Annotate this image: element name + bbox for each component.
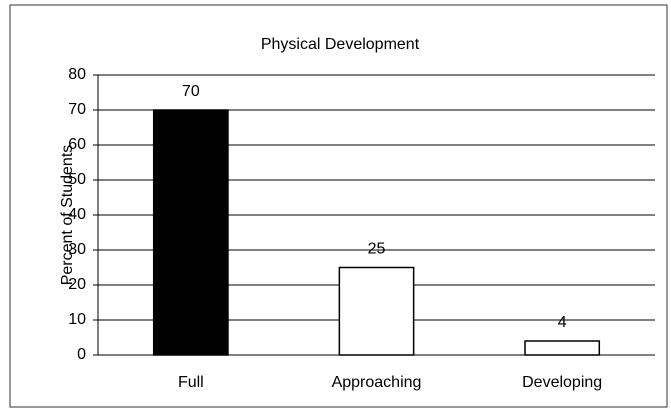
y-tick-label: 80 — [68, 66, 86, 83]
data-label: 70 — [182, 83, 200, 100]
y-tick-label: 10 — [68, 311, 86, 328]
x-tick-label: Developing — [522, 374, 602, 391]
y-tick-label: 60 — [68, 136, 86, 153]
y-tick-label: 30 — [68, 241, 86, 258]
chart-title: Physical Development — [261, 36, 420, 53]
bar — [152, 109, 229, 356]
y-tick-label: 70 — [68, 101, 86, 118]
data-label: 4 — [558, 314, 567, 331]
bar — [338, 266, 415, 356]
x-tick-label: Approaching — [332, 374, 422, 391]
bar — [524, 340, 601, 356]
x-tick-label: Full — [178, 374, 204, 391]
data-label: 25 — [368, 241, 386, 258]
y-tick-label: 40 — [68, 206, 86, 223]
y-tick-label: 20 — [68, 276, 86, 293]
chart-frame — [9, 4, 668, 408]
y-tick-label: 0 — [77, 346, 86, 363]
y-tick-label: 50 — [68, 171, 86, 188]
y-axis-label: Percent of Students — [59, 145, 76, 286]
